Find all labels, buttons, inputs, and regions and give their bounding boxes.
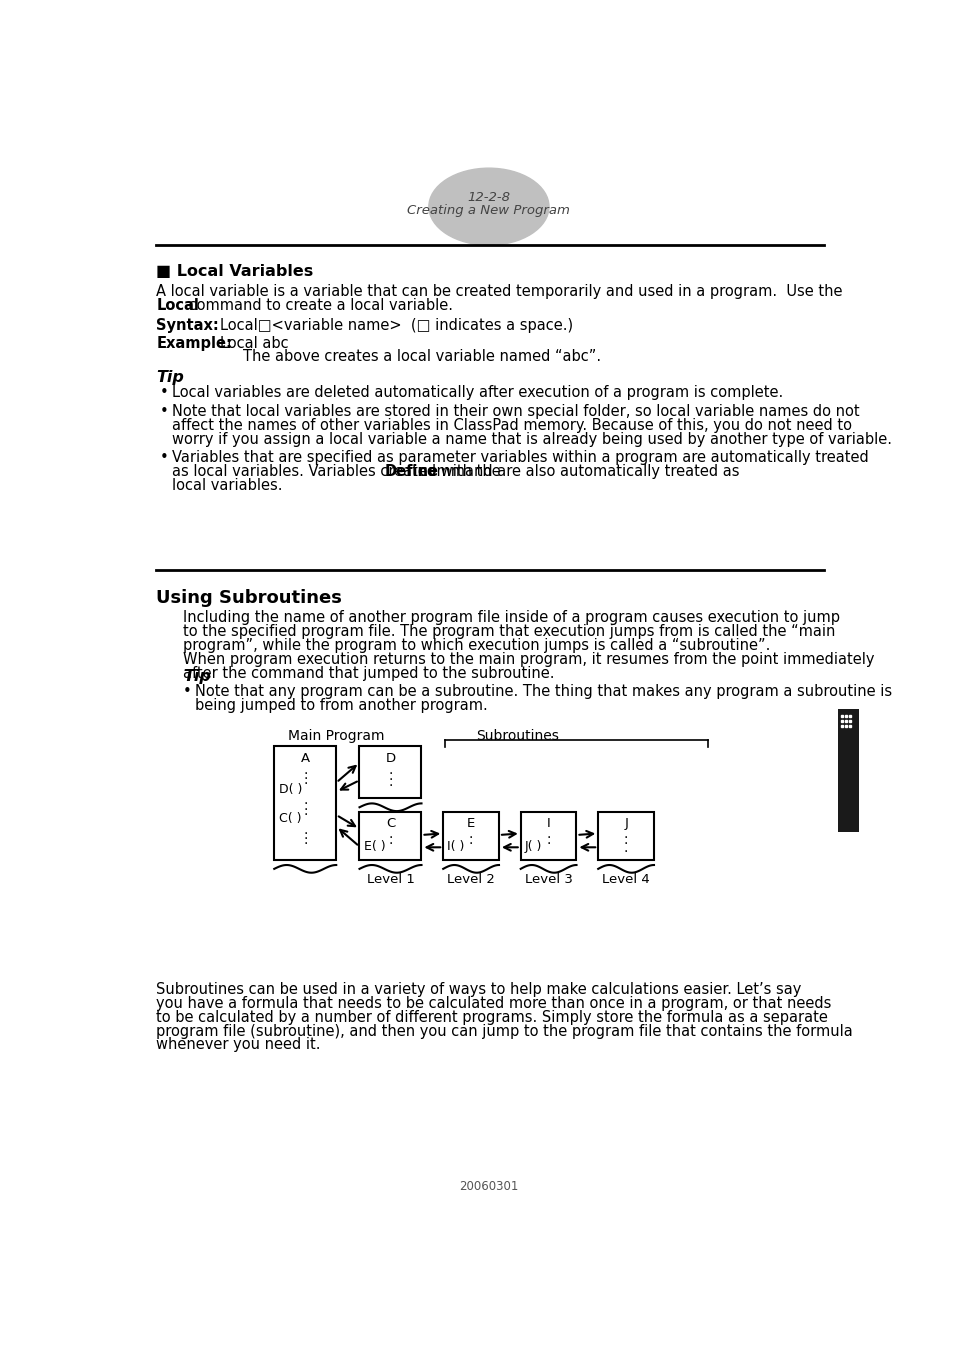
Text: .: . bbox=[546, 828, 550, 841]
Text: J( ): J( ) bbox=[524, 840, 541, 853]
Text: Local variables are deleted automatically after execution of a program is comple: Local variables are deleted automaticall… bbox=[172, 385, 782, 401]
Text: Local□<variable name>  (□ indicates a space.): Local□<variable name> (□ indicates a spa… bbox=[220, 317, 573, 332]
Text: J: J bbox=[623, 817, 627, 830]
Text: •: • bbox=[159, 404, 168, 418]
Text: .: . bbox=[388, 763, 393, 776]
Text: .: . bbox=[546, 833, 550, 846]
Text: .: . bbox=[469, 828, 473, 841]
Text: .: . bbox=[303, 794, 307, 807]
Text: Subroutines: Subroutines bbox=[476, 729, 558, 742]
Text: Example:: Example: bbox=[156, 336, 233, 351]
Text: worry if you assign a local variable a name that is already being used by anothe: worry if you assign a local variable a n… bbox=[172, 432, 891, 447]
FancyBboxPatch shape bbox=[359, 745, 421, 798]
Text: Including the name of another program file inside of a program causes execution : Including the name of another program fi… bbox=[183, 610, 839, 625]
Text: I: I bbox=[546, 817, 550, 830]
Bar bbox=[838, 709, 858, 832]
FancyBboxPatch shape bbox=[274, 745, 335, 860]
FancyBboxPatch shape bbox=[359, 811, 421, 860]
Text: •: • bbox=[159, 385, 168, 401]
Text: .: . bbox=[469, 850, 473, 864]
Text: D( ): D( ) bbox=[278, 783, 302, 795]
Text: .: . bbox=[303, 828, 307, 842]
Text: to the specified program file. The program that execution jumps from is called t: to the specified program file. The progr… bbox=[183, 624, 834, 639]
Text: Using Subroutines: Using Subroutines bbox=[156, 590, 342, 608]
Text: When program execution returns to the main program, it resumes from the point im: When program execution returns to the ma… bbox=[183, 652, 873, 667]
Text: Local abc: Local abc bbox=[220, 336, 289, 351]
Text: .: . bbox=[623, 828, 628, 841]
Text: program”, while the program to which execution jumps is called a “subroutine”.: program”, while the program to which exe… bbox=[183, 637, 769, 653]
Text: 12-2-8: 12-2-8 bbox=[467, 192, 510, 204]
Text: Tip: Tip bbox=[183, 668, 211, 683]
Text: .: . bbox=[303, 763, 307, 776]
Text: .: . bbox=[469, 833, 473, 846]
Text: .: . bbox=[388, 775, 393, 788]
Text: .: . bbox=[303, 768, 307, 782]
Text: 20060301: 20060301 bbox=[458, 1180, 518, 1193]
Text: D: D bbox=[385, 752, 395, 765]
Text: Define: Define bbox=[385, 464, 438, 479]
Text: Creating a New Program: Creating a New Program bbox=[407, 204, 570, 217]
FancyBboxPatch shape bbox=[598, 811, 654, 860]
Text: .: . bbox=[303, 799, 307, 813]
Text: ■ Local Variables: ■ Local Variables bbox=[156, 263, 314, 278]
FancyBboxPatch shape bbox=[520, 811, 576, 860]
Text: .: . bbox=[388, 768, 393, 783]
Text: E: E bbox=[466, 817, 475, 830]
FancyBboxPatch shape bbox=[443, 811, 498, 860]
Text: Tip: Tip bbox=[156, 370, 184, 385]
Text: as local variables. Variables created with the: as local variables. Variables created wi… bbox=[172, 464, 505, 479]
Text: Level 1: Level 1 bbox=[366, 873, 414, 887]
Text: E( ): E( ) bbox=[364, 840, 385, 853]
Text: .: . bbox=[303, 805, 307, 818]
Text: command are also automatically treated as: command are also automatically treated a… bbox=[415, 464, 739, 479]
Text: Variables that are specified as parameter variables within a program are automat: Variables that are specified as paramete… bbox=[172, 450, 868, 464]
Text: Main Program: Main Program bbox=[288, 729, 384, 742]
Text: Note that local variables are stored in their own special folder, so local varia: Note that local variables are stored in … bbox=[172, 404, 859, 418]
Text: Local: Local bbox=[156, 297, 199, 312]
Text: Level 3: Level 3 bbox=[524, 873, 572, 887]
Text: .: . bbox=[388, 850, 393, 864]
Text: to be calculated by a number of different programs. Simply store the formula as : to be calculated by a number of differen… bbox=[156, 1010, 827, 1025]
Text: local variables.: local variables. bbox=[172, 478, 282, 493]
Text: .: . bbox=[303, 822, 307, 837]
Text: •: • bbox=[183, 684, 192, 699]
Text: A: A bbox=[300, 752, 310, 765]
Text: Syntax:: Syntax: bbox=[156, 317, 219, 332]
Text: •: • bbox=[159, 450, 168, 464]
Text: .: . bbox=[623, 850, 628, 864]
Text: .: . bbox=[623, 841, 628, 855]
Text: being jumped to from another program.: being jumped to from another program. bbox=[195, 698, 487, 713]
Text: you have a formula that needs to be calculated more than once in a program, or t: you have a formula that needs to be calc… bbox=[156, 996, 831, 1011]
Text: whenever you need it.: whenever you need it. bbox=[156, 1038, 320, 1053]
Text: Note that any program can be a subroutine. The thing that makes any program a su: Note that any program can be a subroutin… bbox=[195, 684, 891, 699]
Text: .: . bbox=[546, 850, 550, 864]
Text: .: . bbox=[388, 828, 393, 841]
Text: program file (subroutine), and then you can jump to the program file that contai: program file (subroutine), and then you … bbox=[156, 1023, 852, 1038]
Text: Subroutines can be used in a variety of ways to help make calculations easier. L: Subroutines can be used in a variety of … bbox=[156, 981, 801, 998]
Text: .: . bbox=[303, 774, 307, 787]
Text: Level 4: Level 4 bbox=[601, 873, 649, 887]
Text: C( ): C( ) bbox=[278, 811, 301, 825]
Text: command to create a local variable.: command to create a local variable. bbox=[183, 297, 452, 312]
Text: .: . bbox=[303, 833, 307, 848]
Text: Level 2: Level 2 bbox=[447, 873, 495, 887]
Text: C: C bbox=[385, 817, 395, 830]
Text: .: . bbox=[388, 833, 393, 846]
Ellipse shape bbox=[429, 169, 548, 246]
Text: A local variable is a variable that can be created temporarily and used in a pro: A local variable is a variable that can … bbox=[156, 284, 842, 298]
Text: .: . bbox=[623, 833, 628, 846]
Text: The above creates a local variable named “abc”.: The above creates a local variable named… bbox=[243, 350, 600, 365]
Text: I( ): I( ) bbox=[447, 840, 464, 853]
Text: after the command that jumped to the subroutine.: after the command that jumped to the sub… bbox=[183, 666, 554, 680]
Text: affect the names of other variables in ClassPad memory. Because of this, you do : affect the names of other variables in C… bbox=[172, 417, 851, 432]
